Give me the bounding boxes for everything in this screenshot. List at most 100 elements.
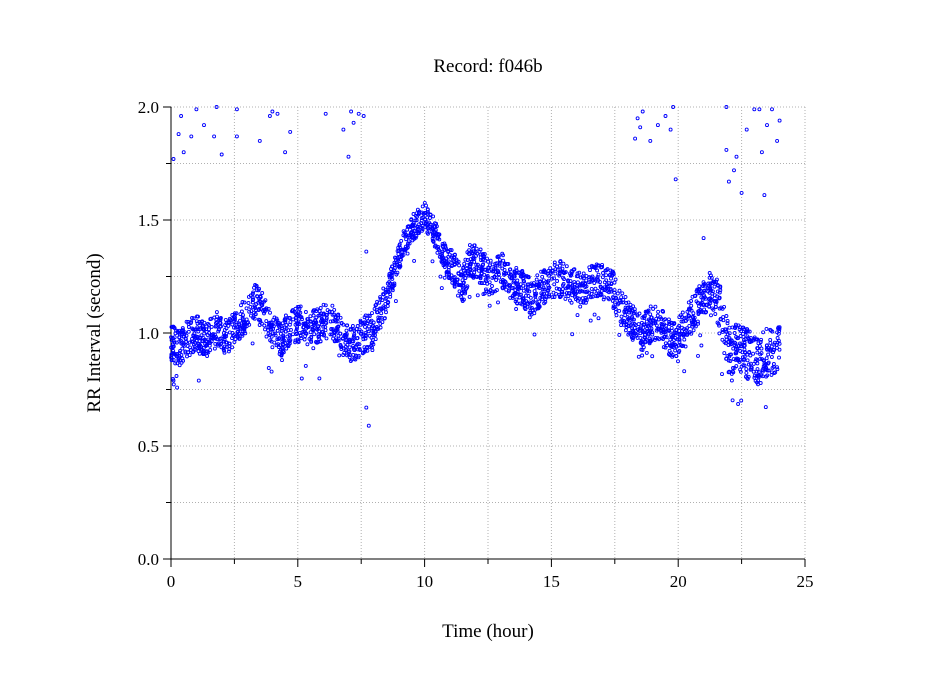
data-point — [425, 230, 430, 235]
outlier-point — [267, 114, 272, 118]
data-point — [309, 338, 313, 343]
data-point — [440, 241, 445, 246]
data-point — [609, 289, 613, 294]
data-point — [763, 405, 768, 410]
data-point — [632, 317, 636, 322]
data-point — [487, 292, 492, 297]
data-point — [196, 378, 201, 383]
data-point — [717, 290, 722, 295]
data-point — [478, 276, 483, 281]
data-point — [605, 284, 610, 289]
data-point — [712, 299, 717, 303]
data-point — [747, 337, 752, 342]
data-point — [648, 312, 653, 317]
data-point — [631, 304, 636, 309]
data-point — [186, 329, 191, 334]
data-point — [704, 303, 709, 308]
data-point — [328, 332, 333, 337]
data-point — [642, 314, 647, 318]
data-point — [224, 331, 229, 336]
data-point — [728, 340, 733, 345]
data-point — [716, 321, 721, 326]
data-point — [299, 315, 304, 320]
data-point — [350, 324, 355, 328]
data-point — [171, 351, 176, 356]
data-point — [728, 359, 733, 363]
data-point — [646, 331, 651, 336]
data-point — [619, 314, 624, 319]
data-point — [170, 336, 175, 341]
data-point — [352, 332, 357, 337]
data-point — [548, 266, 553, 271]
data-point — [614, 313, 619, 318]
data-point — [446, 270, 451, 275]
x-axis-label: Time (hour) — [442, 621, 534, 642]
data-point — [204, 327, 208, 332]
outlier-point — [212, 134, 217, 139]
data-point — [190, 315, 194, 320]
data-point — [303, 363, 308, 368]
data-point — [263, 307, 268, 312]
data-point — [524, 293, 528, 298]
data-point — [764, 374, 769, 379]
data-point — [232, 318, 236, 323]
data-point — [724, 327, 729, 332]
data-point — [401, 229, 406, 234]
data-point — [527, 315, 532, 320]
data-point — [227, 341, 232, 346]
outlier-point — [176, 132, 181, 137]
data-point — [649, 339, 653, 344]
data-point — [505, 262, 510, 266]
data-point — [339, 320, 344, 325]
data-point — [732, 331, 737, 335]
data-point — [525, 288, 530, 293]
outlier-point — [351, 120, 356, 125]
data-point — [378, 295, 383, 300]
data-point — [727, 325, 732, 330]
outlier-point — [752, 107, 757, 112]
data-point — [620, 300, 625, 305]
data-point — [493, 264, 498, 269]
data-point — [609, 287, 613, 292]
data-point — [369, 335, 374, 340]
data-point — [188, 321, 193, 325]
data-point — [726, 339, 731, 344]
data-point — [738, 369, 743, 374]
data-point — [375, 310, 379, 315]
data-point — [508, 267, 513, 272]
data-point — [701, 290, 706, 295]
data-point — [697, 287, 702, 292]
data-point — [497, 261, 502, 266]
data-point — [739, 329, 743, 334]
data-point — [738, 349, 743, 353]
data-point — [690, 315, 695, 319]
data-point — [335, 327, 340, 332]
data-point — [412, 223, 417, 228]
data-point — [724, 356, 729, 361]
data-point — [672, 321, 677, 326]
data-point — [331, 336, 336, 341]
x-tick-labels: 0 5 10 15 20 25 — [167, 572, 814, 591]
data-point — [344, 328, 349, 333]
outlier-point — [361, 114, 366, 118]
outlier-point — [257, 138, 262, 143]
outlier-point — [275, 111, 280, 116]
data-point — [315, 324, 320, 329]
data-point — [275, 318, 280, 323]
data-point — [234, 322, 239, 327]
data-point — [352, 327, 356, 332]
data-point — [268, 338, 273, 343]
data-point — [602, 295, 607, 300]
data-point — [623, 305, 628, 310]
data-point — [187, 353, 192, 358]
data-point — [389, 284, 394, 289]
data-point — [764, 326, 769, 331]
data-point — [426, 210, 430, 215]
data-point — [526, 274, 531, 279]
outlier-point — [288, 129, 293, 134]
data-point — [361, 322, 366, 327]
data-point — [194, 319, 199, 324]
data-point — [227, 347, 232, 352]
data-point — [381, 292, 386, 297]
data-point — [260, 302, 265, 307]
